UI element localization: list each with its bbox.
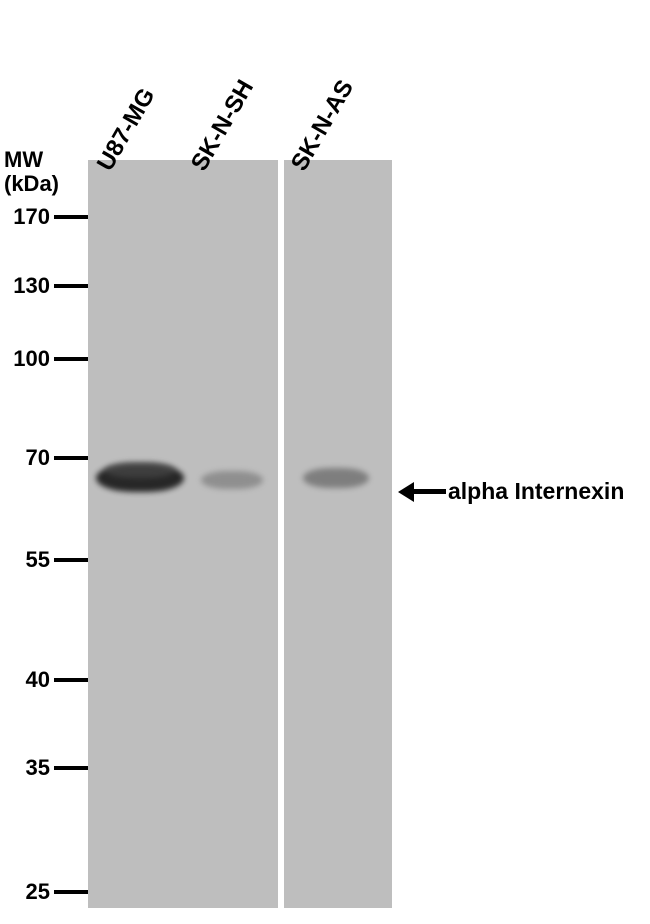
protein-band — [201, 471, 263, 489]
protein-band — [303, 468, 369, 488]
mw-tick-line — [54, 456, 90, 460]
mw-tick-line — [54, 284, 90, 288]
annotation-text: alpha Internexin — [448, 478, 624, 505]
arrow-head-icon — [398, 482, 414, 502]
mw-tick-label: 40 — [4, 667, 50, 693]
mw-label-line1: MW — [4, 148, 59, 172]
mw-tick: 130 — [4, 273, 90, 299]
mw-tick-label: 100 — [4, 346, 50, 372]
mw-tick-label: 170 — [4, 204, 50, 230]
mw-tick-label: 70 — [4, 445, 50, 471]
mw-tick-line — [54, 678, 90, 682]
mw-tick-line — [54, 215, 90, 219]
mw-tick-label: 130 — [4, 273, 50, 299]
mw-tick-line — [54, 357, 90, 361]
mw-tick-line — [54, 890, 90, 894]
membrane-left — [88, 160, 278, 908]
mw-tick: 55 — [4, 547, 90, 573]
mw-label-line2: (kDa) — [4, 172, 59, 196]
mw-tick-label: 35 — [4, 755, 50, 781]
mw-tick: 100 — [4, 346, 90, 372]
mw-tick: 40 — [4, 667, 90, 693]
mw-tick-label: 55 — [4, 547, 50, 573]
mw-tick-label: 25 — [4, 879, 50, 905]
mw-axis-heading: MW (kDa) — [4, 148, 59, 196]
mw-tick: 70 — [4, 445, 90, 471]
band-annotation: alpha Internexin — [398, 478, 624, 505]
mw-tick-line — [54, 558, 90, 562]
protein-band — [105, 462, 175, 478]
membrane-right — [284, 160, 392, 908]
mw-tick-line — [54, 766, 90, 770]
mw-tick: 35 — [4, 755, 90, 781]
mw-tick: 170 — [4, 204, 90, 230]
mw-tick: 25 — [4, 879, 90, 905]
arrow-shaft — [414, 489, 446, 494]
